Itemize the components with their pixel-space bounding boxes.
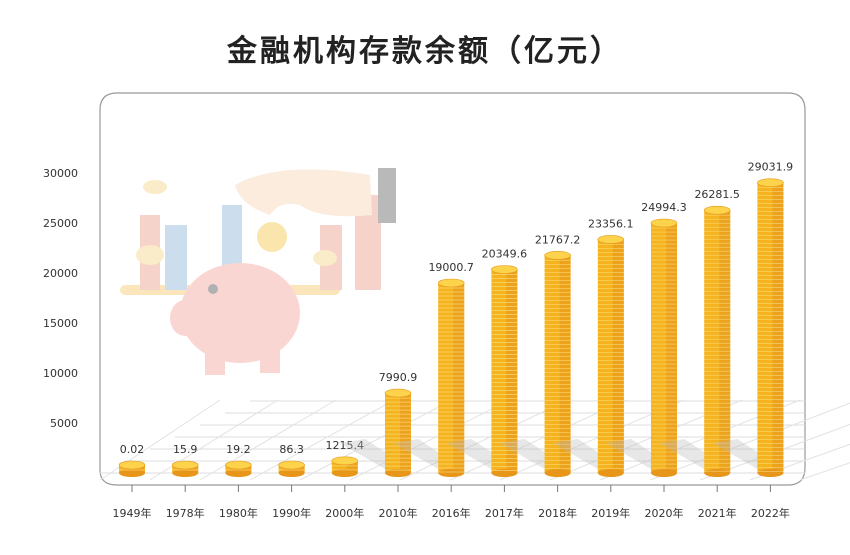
bar-base — [331, 469, 358, 477]
bar-shade — [134, 465, 145, 473]
grid-line — [649, 402, 850, 481]
coin-stack: 20349.6 — [446, 248, 527, 477]
x-tick-label: 2022年 — [751, 506, 790, 520]
grid-line — [199, 399, 337, 481]
bar-shade — [506, 269, 518, 473]
y-tick-label: 20000 — [43, 267, 78, 280]
x-tick-label: 1978年 — [166, 506, 205, 520]
bar-base — [119, 469, 145, 477]
y-tick-label: 10000 — [43, 367, 78, 380]
grid-line — [349, 399, 511, 481]
bars: 0.02 15.9 19.2 86.3 1215.4 7990.9 19000.7 20349… — [118, 161, 793, 477]
bar-base — [597, 469, 624, 477]
coin-stack: 0.02 — [118, 443, 146, 477]
data-label: 29031.9 — [748, 161, 794, 174]
x-axis: 1949年 1978年 1980年 1990年 2000年 2010年 2016年 2017年… — [113, 485, 790, 520]
y-tick-label: 30000 — [43, 167, 78, 180]
bar-shade — [400, 393, 411, 473]
piggy-bank-illustration — [120, 168, 396, 375]
x-tick-label: 2019年 — [591, 506, 630, 520]
x-tick-label: 2021年 — [698, 506, 737, 520]
bar-shade — [240, 465, 252, 473]
grid-line — [399, 399, 569, 481]
bar-base — [225, 469, 252, 477]
bar-top — [331, 456, 359, 466]
grid-line — [749, 443, 850, 481]
coin-stack: 86.3 — [278, 443, 305, 477]
bar-shade — [453, 282, 465, 473]
bar-base — [651, 469, 677, 477]
bar-top — [757, 178, 784, 187]
x-tick-label: 1990年 — [272, 506, 311, 520]
x-tick-label: 2018年 — [538, 506, 577, 520]
data-label: 86.3 — [279, 443, 304, 456]
bar-base — [438, 469, 465, 477]
bar-top — [278, 460, 305, 470]
bar-base — [544, 469, 571, 477]
coin-stack: 24994.3 — [606, 201, 687, 477]
y-tick-label: 15000 — [43, 317, 78, 330]
bar-top — [703, 205, 731, 215]
grid-line — [249, 399, 395, 481]
data-label: 15.9 — [173, 443, 198, 456]
bar-top — [544, 251, 571, 260]
data-label: 0.02 — [120, 443, 145, 456]
data-label: 1215.4 — [326, 439, 365, 452]
x-tick-label: 2016年 — [432, 506, 471, 520]
data-label: 23356.1 — [588, 217, 634, 230]
bar-top — [491, 265, 518, 274]
bar-base — [704, 469, 731, 477]
bar-top — [384, 388, 412, 398]
bar-shade — [293, 465, 305, 473]
bar-top — [437, 278, 465, 288]
grid-line — [149, 399, 279, 481]
data-label: 7990.9 — [379, 371, 418, 384]
x-tick-label: 1949年 — [113, 506, 152, 520]
bar-top — [171, 460, 199, 470]
bar-shade — [187, 465, 199, 473]
data-label: 20349.6 — [482, 248, 528, 261]
coin-stack: 15.9 — [171, 443, 199, 477]
coin-stack: 7990.9 — [340, 371, 417, 477]
grid-line — [799, 462, 850, 481]
coin-stack: 1215.4 — [326, 439, 365, 477]
bar-top — [650, 218, 678, 228]
bar-base — [278, 469, 305, 477]
data-label: 21767.2 — [535, 233, 581, 246]
x-tick-label: 2020年 — [645, 506, 684, 520]
bar-top — [225, 460, 252, 470]
coin-stack: 19000.7 — [393, 261, 474, 477]
y-tick-label: 5000 — [50, 417, 78, 430]
bar-base — [491, 469, 518, 477]
x-tick-label: 2010年 — [379, 506, 418, 520]
coin-stack: 21767.2 — [499, 233, 581, 477]
x-tick-label: 2000年 — [325, 506, 364, 520]
coin-stack: 26281.5 — [659, 188, 740, 477]
coin-stack: 29031.9 — [712, 161, 793, 477]
grid-line — [449, 399, 627, 481]
data-label: 19.2 — [226, 443, 251, 456]
bar-top — [597, 235, 625, 244]
bar-base — [172, 469, 199, 477]
grid-line — [99, 399, 221, 481]
plot-frame — [99, 92, 806, 486]
data-label: 26281.5 — [694, 188, 740, 201]
bar-base — [757, 469, 784, 477]
coin-stack: 19.2 — [225, 443, 252, 477]
y-axis: 5000 10000 15000 20000 25000 30000 — [43, 167, 78, 430]
data-label: 19000.7 — [428, 261, 474, 274]
chart-title: 金融机构存款余额（亿元） — [227, 34, 623, 69]
bar-shade — [346, 460, 358, 473]
data-label: 24994.3 — [641, 201, 687, 214]
x-tick-label: 1980年 — [219, 506, 258, 520]
grid-line — [699, 423, 850, 481]
bar-top — [118, 460, 146, 470]
grid-line — [299, 399, 453, 481]
bar-shade — [719, 210, 731, 473]
y-tick-label: 25000 — [43, 217, 78, 230]
coin-stack: 23356.1 — [552, 217, 634, 477]
x-tick-label: 2017年 — [485, 506, 524, 520]
bar-base — [385, 469, 411, 477]
